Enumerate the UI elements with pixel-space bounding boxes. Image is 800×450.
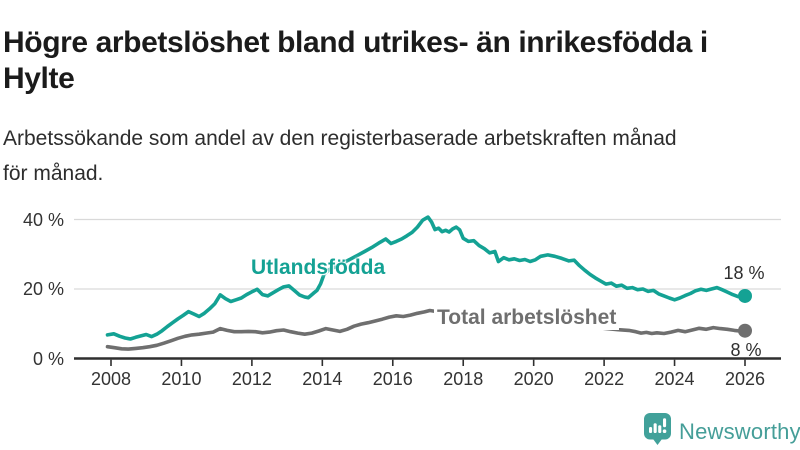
end-value-label-utlandsfodda: 18 % bbox=[723, 263, 765, 283]
x-axis-tick-label: 2016 bbox=[372, 369, 413, 389]
end-value-label-total: 8 % bbox=[730, 340, 762, 360]
x-axis-tick-label: 2020 bbox=[513, 369, 554, 389]
series-end-dot-0 bbox=[738, 288, 752, 303]
chart-title-line1: Högre arbetslöshet bland utrikes- än inr… bbox=[3, 26, 708, 60]
y-axis-tick-label: 20 % bbox=[22, 279, 64, 299]
x-axis-tick-label: 2024 bbox=[654, 369, 695, 389]
x-axis-tick-label: 2010 bbox=[161, 369, 202, 389]
newsworthy-brand-text: Newsworthy bbox=[679, 418, 800, 444]
series-line-0 bbox=[105, 215, 747, 341]
newsworthy-speech-bubble-bar-chart-icon bbox=[643, 412, 672, 450]
chart-title: Högre arbetslöshet bland utrikes- än inr… bbox=[3, 25, 783, 97]
newsworthy-logo[interactable]: Newsworthy bbox=[643, 412, 800, 450]
y-axis-tick-label: 40 % bbox=[22, 209, 64, 230]
series-label-utlandsfodda: Utlandsfödda bbox=[251, 256, 386, 279]
x-axis-tick-label: 2012 bbox=[231, 369, 272, 389]
chart-subtitle: Arbetssökande som andel av den registerb… bbox=[3, 121, 798, 191]
chart-subtitle-line1: Arbetssökande som andel av den registerb… bbox=[3, 127, 677, 150]
chart-subtitle-line2: för månad. bbox=[3, 162, 104, 185]
y-axis-tick-label: 0 % bbox=[32, 348, 64, 369]
x-axis-tick-label: 2018 bbox=[443, 369, 484, 389]
series-end-dot-1 bbox=[738, 323, 752, 338]
x-axis-tick-label: 2008 bbox=[90, 369, 132, 389]
chart-title-line2: Hylte bbox=[3, 62, 75, 96]
series-label-total-arbetsloshet: Total arbetslöshet bbox=[434, 306, 620, 330]
series-line-1 bbox=[105, 308, 747, 351]
x-axis-tick-label: 2026 bbox=[724, 369, 766, 389]
x-axis-tick-label: 2022 bbox=[584, 369, 625, 389]
x-axis-tick-label: 2014 bbox=[302, 369, 343, 389]
